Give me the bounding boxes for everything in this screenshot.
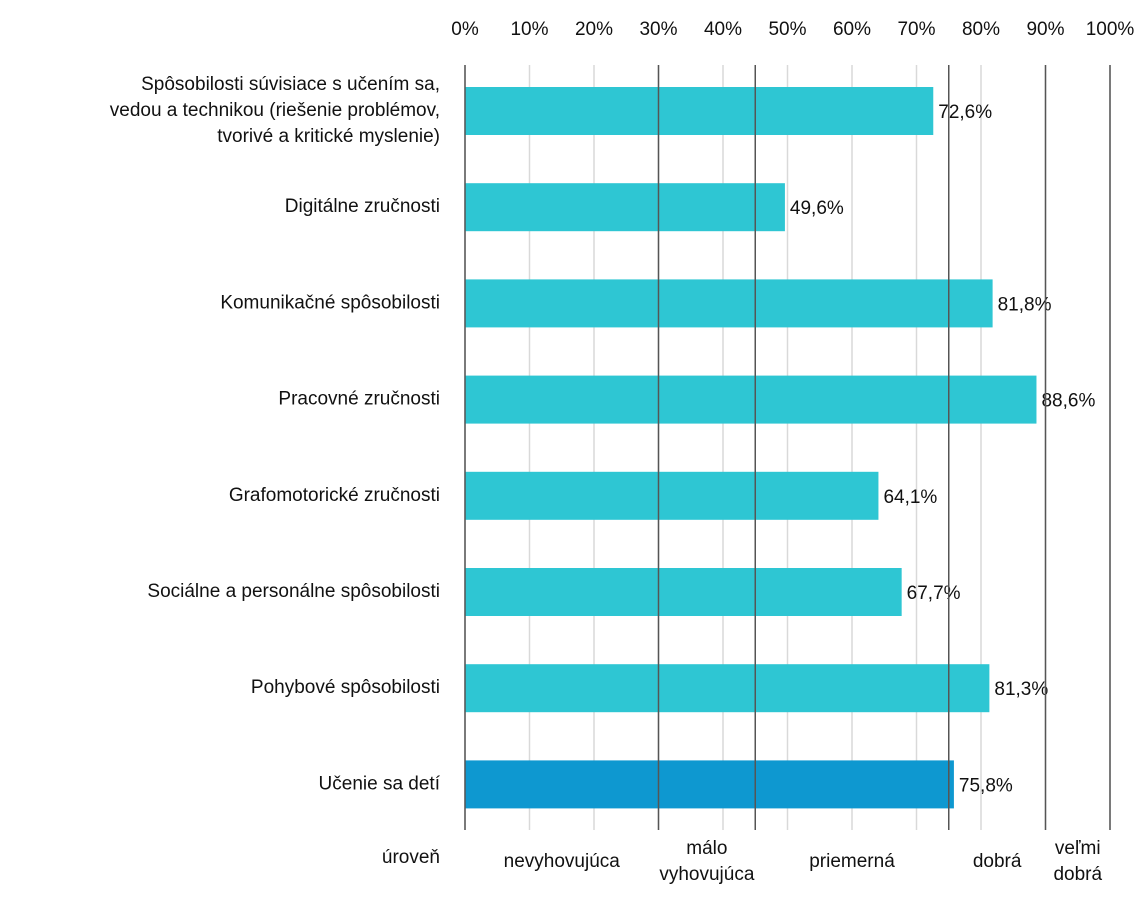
label-line: vedou a technikou (riešenie problémov, bbox=[110, 100, 440, 121]
bar bbox=[465, 471, 879, 520]
level-title: úroveň bbox=[382, 847, 440, 868]
x-tick-label: 40% bbox=[704, 19, 742, 40]
value-label: 81,8% bbox=[998, 294, 1052, 315]
level-line: nevyhovujúca bbox=[504, 851, 621, 872]
label-line: tvorivé a kritické myslenie) bbox=[217, 126, 440, 147]
level-line: veľmi bbox=[1055, 838, 1101, 859]
bar bbox=[465, 664, 990, 713]
label-line: Spôsobilosti súvisiace s učením sa, bbox=[141, 74, 440, 95]
value-label: 81,3% bbox=[994, 679, 1048, 700]
x-tick-label: 20% bbox=[575, 19, 613, 40]
x-tick-label: 50% bbox=[768, 19, 806, 40]
bar bbox=[465, 87, 934, 135]
level-label: priemerná bbox=[809, 851, 895, 872]
bar bbox=[465, 279, 993, 328]
level-label: dobrá bbox=[973, 851, 1022, 872]
y-tick-label: Digitálne zručnosti bbox=[285, 196, 440, 217]
x-tick-label: 100% bbox=[1086, 19, 1135, 40]
bar bbox=[465, 568, 902, 616]
value-label: 75,8% bbox=[959, 775, 1013, 796]
bar bbox=[465, 760, 954, 809]
x-tick-label: 30% bbox=[639, 19, 677, 40]
level-line: vyhovujúca bbox=[659, 864, 754, 885]
bar bbox=[465, 375, 1037, 424]
level-label: nevyhovujúca bbox=[504, 851, 621, 872]
level-label: veľmi dobrá bbox=[1053, 838, 1102, 885]
x-tick-label: 90% bbox=[1026, 19, 1064, 40]
value-label: 72,6% bbox=[938, 102, 992, 123]
y-tick-label: Pohybové spôsobilosti bbox=[251, 677, 440, 698]
value-label: 88,6% bbox=[1041, 391, 1095, 412]
x-tick-label: 0% bbox=[451, 19, 479, 40]
x-tick-label: 70% bbox=[897, 19, 935, 40]
value-label: 49,6% bbox=[790, 198, 844, 219]
x-tick-label: 80% bbox=[962, 19, 1000, 40]
bar bbox=[465, 183, 785, 232]
y-tick-label: Spôsobilosti súvisiace s učením sa, vedou… bbox=[110, 74, 440, 147]
y-tick-label: Sociálne a personálne spôsobilosti bbox=[147, 581, 440, 602]
value-label: 64,1% bbox=[883, 487, 937, 508]
level-line: dobrá bbox=[1053, 864, 1102, 885]
x-tick-label: 10% bbox=[510, 19, 548, 40]
level-line: priemerná bbox=[809, 851, 895, 872]
level-label: málo vyhovujúca bbox=[659, 838, 754, 885]
y-tick-label: Pracovné zručnosti bbox=[278, 389, 440, 410]
value-label: 67,7% bbox=[907, 583, 961, 604]
y-tick-label: Grafomotorické zručnosti bbox=[229, 485, 440, 506]
level-line: dobrá bbox=[973, 851, 1022, 872]
x-tick-label: 60% bbox=[833, 19, 871, 40]
y-tick-label: Komunikačné spôsobilosti bbox=[220, 292, 440, 313]
level-line: málo bbox=[686, 838, 727, 859]
y-tick-label: Učenie sa detí bbox=[319, 773, 441, 794]
